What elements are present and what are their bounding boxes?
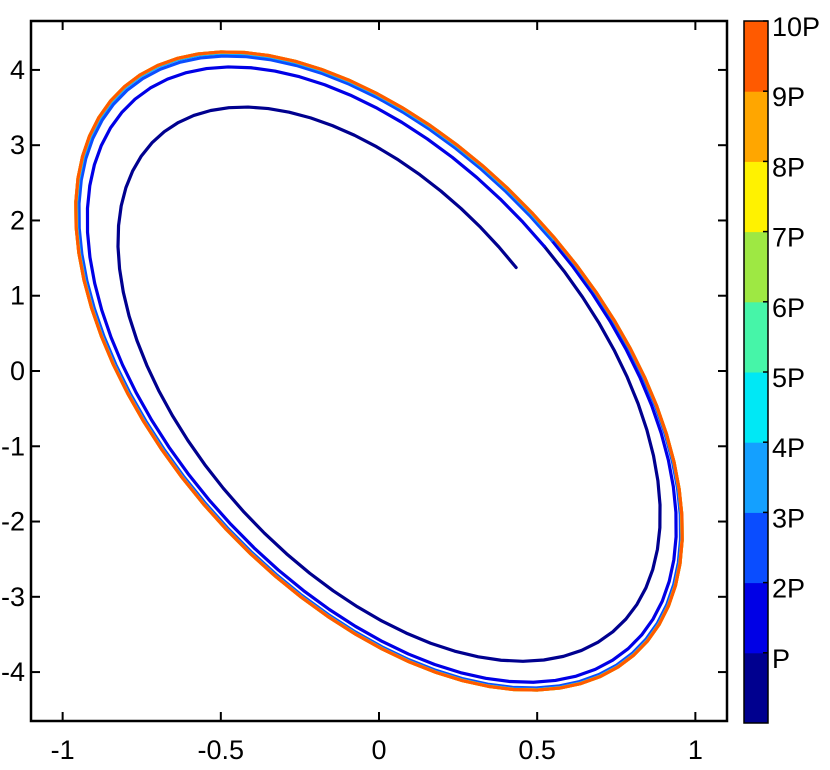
y-tick-label: 2 <box>10 205 25 235</box>
x-tick-label: -0.5 <box>198 735 245 765</box>
colorbar-swatch <box>744 91 768 162</box>
colorbar-label: 4P <box>772 433 805 463</box>
spiral-segment <box>74 50 684 692</box>
colorbar-label: 6P <box>772 293 805 323</box>
colorbar-swatch <box>744 582 768 654</box>
y-tick-label: -4 <box>1 657 25 687</box>
colorbar-swatch <box>744 161 768 233</box>
colorbar-swatch <box>744 442 768 513</box>
y-tick-label: -2 <box>1 507 25 537</box>
colorbar-swatch <box>744 372 768 443</box>
y-tick-label: 3 <box>10 130 25 160</box>
colorbar-label: 2P <box>772 574 805 604</box>
x-tick-label: 1 <box>688 735 703 765</box>
y-tick-label: -1 <box>1 431 25 461</box>
colorbar-swatch <box>744 21 768 92</box>
colorbar-label: 7P <box>772 223 805 253</box>
spiral-trajectory <box>74 50 684 692</box>
colorbar-label: 5P <box>772 363 805 393</box>
x-tick-label: 0 <box>371 735 386 765</box>
colorbar-label: P <box>772 644 790 674</box>
spiral-segment <box>77 54 683 690</box>
y-tick-label: 1 <box>10 281 25 311</box>
colorbar-label: 9P <box>772 82 805 112</box>
x-tick-label: 0.5 <box>518 735 556 765</box>
colorbar-swatch <box>744 652 768 724</box>
colorbar-label: 3P <box>772 503 805 533</box>
y-tick-label: 0 <box>10 356 25 386</box>
colorbar-swatch <box>744 301 768 373</box>
x-axis: -1 -0.5 0 0.5 1 <box>51 21 703 765</box>
y-axis: -4 -3 -2 -1 0 1 2 3 4 <box>1 55 727 687</box>
spiral-segment <box>85 65 678 684</box>
colorbar-swatch <box>744 512 768 584</box>
colorbar-label: 10P <box>772 12 820 42</box>
colorbar-label: 8P <box>772 152 805 182</box>
colorbar-swatch <box>744 231 768 303</box>
x-tick-label: -1 <box>51 735 75 765</box>
y-tick-label: -3 <box>1 582 25 612</box>
colorbar: P 2P 3P 4P 5P 6P 7P 8P 9P 10P <box>743 12 820 724</box>
y-tick-label: 4 <box>10 55 25 85</box>
spiral-segment <box>116 105 662 663</box>
